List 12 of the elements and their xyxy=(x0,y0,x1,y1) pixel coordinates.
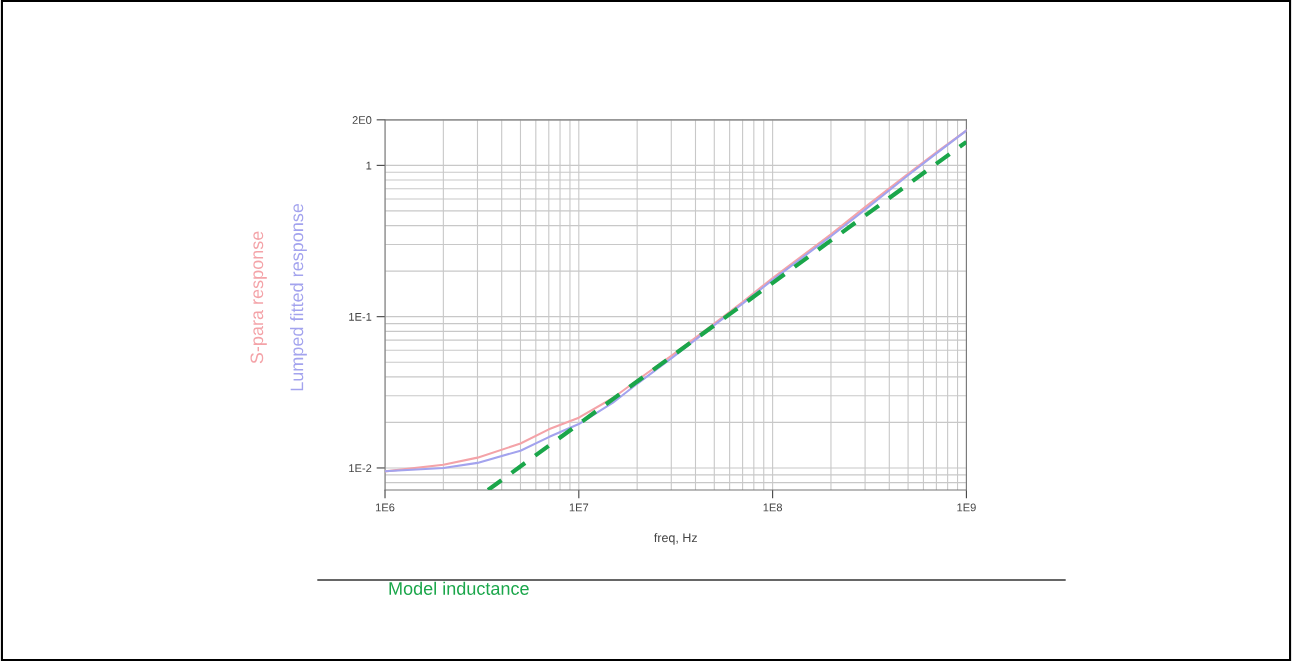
x-tick-label: 1E7 xyxy=(569,503,589,512)
x-tick-label: 1E8 xyxy=(763,503,783,512)
text: Model inductance xyxy=(389,581,529,595)
text: S-para response xyxy=(250,231,267,364)
text: Lumped fitted response xyxy=(290,203,307,391)
x-tick-label: 1E9 xyxy=(957,503,976,512)
y-tick-label: 2E0 xyxy=(352,116,372,124)
x-tick-label: 1E6 xyxy=(375,503,395,512)
y-tick-label: 1 xyxy=(366,161,372,170)
x-axis-title: freq, Hz xyxy=(654,533,697,545)
y-tick-label: 1E-2 xyxy=(349,464,372,472)
y-tick-label: 1E-1 xyxy=(349,313,372,321)
